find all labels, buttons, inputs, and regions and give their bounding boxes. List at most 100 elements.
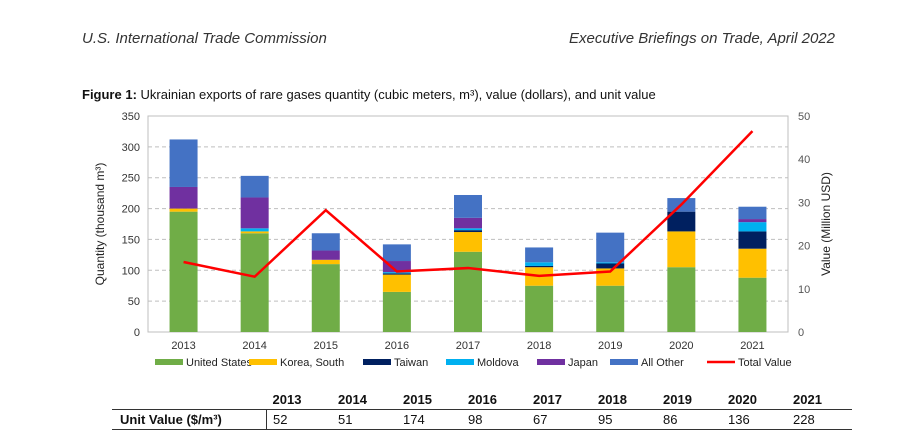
bar-segment [454,251,482,332]
x-tick-label: 2020 [669,340,693,352]
table-row-label: Unit Value ($/m³) [112,409,267,430]
table-header-blank [112,390,267,410]
bar-segment [240,233,269,332]
table-header-row: 2013 2014 2015 2016 2017 2018 2019 2020 … [112,390,852,410]
x-tick-label: 2014 [242,340,266,352]
legend-swatch [446,359,474,365]
bar-segment [738,219,767,223]
bar-segment [525,265,554,268]
legend-label: Moldova [477,357,519,369]
bar-segment [382,274,411,292]
y-tick-label: 50 [128,296,140,308]
bar-segment [311,264,340,332]
bar-segment [454,232,482,252]
bar-segment [311,259,340,265]
bar-segment [169,211,198,332]
header-right-title: Executive Briefings on Trade, April 2022 [569,30,835,47]
legend-swatch [610,359,638,365]
bar-segment [738,248,767,278]
bar-segment [382,261,411,273]
table-year-header: 2021 [793,392,822,407]
table-cell: 67 [527,409,592,430]
x-tick-label: 2019 [598,340,622,352]
y2-tick-label: 40 [798,154,810,166]
bar-segment [738,277,767,332]
table-cell: 86 [657,409,722,430]
bar-segment [382,291,411,332]
legend-label: United States [186,357,253,369]
y2-tick-label: 20 [798,241,810,253]
x-tick-label: 2015 [314,340,338,352]
table-year-header: 2014 [338,392,367,407]
bar-segment [525,262,554,266]
bar-segment [454,230,482,233]
x-tick-label: 2017 [456,340,480,352]
legend-label: Korea, South [280,357,344,369]
header-left-title: U.S. International Trade Commission [82,30,327,47]
x-tick-label: 2018 [527,340,551,352]
total-value-line [183,130,754,279]
bar-segment [240,197,269,229]
y2-tick-label: 30 [798,197,810,209]
figure-caption-text: Ukrainian exports of rare gases quantity… [140,87,656,102]
bar-segment [667,211,696,232]
bar-segment [738,231,767,249]
y2-tick-label: 50 [798,111,810,123]
bar-segment [596,263,625,269]
table-year-header: 2020 [728,392,757,407]
table-year-header: 2016 [468,392,497,407]
table-year-header: 2018 [598,392,627,407]
legend-label: Japan [568,357,598,369]
x-tick-label: 2016 [385,340,409,352]
bar-segment [311,233,340,251]
bar-segment [454,194,482,218]
table-cell: 174 [397,409,462,430]
x-tick-label: 2013 [171,340,195,352]
bar-segment [240,231,269,234]
bar-segment [596,285,625,332]
bar-segment [454,228,482,231]
table-year-header: 2017 [533,392,562,407]
y2-axis-label: Value (Million USD) [819,172,833,276]
legend-swatch [537,359,565,365]
bar-segment [525,247,554,263]
legend-label: Total Value [738,357,792,369]
bar-segment [454,217,482,229]
table-cell: 98 [462,409,527,430]
bar-segment [311,250,340,260]
table-cell: 51 [332,409,397,430]
figure-caption-label: Figure 1: [82,87,137,102]
table-cell: 228 [787,409,852,430]
legend-swatch [363,359,391,365]
y-tick-label: 100 [122,265,140,277]
bar-segment [240,228,269,232]
table-year-header: 2015 [403,392,432,407]
y-tick-label: 200 [122,204,140,216]
y-tick-label: 350 [122,111,140,123]
y-tick-label: 250 [122,173,140,185]
y-tick-label: 150 [122,234,140,246]
bar-segment [667,267,696,332]
y-axis-label: Quantity (thousand m³) [93,163,107,286]
figure-caption: Figure 1: Ukrainian exports of rare gase… [82,87,656,102]
y2-tick-label: 10 [798,284,810,296]
bar-segment [596,262,625,264]
table-year-header: 2019 [663,392,692,407]
legend-label: All Other [641,357,684,369]
table-year-header: 2013 [272,392,302,407]
bar-segment [169,186,198,209]
y2-tick-label: 0 [798,327,804,339]
y-tick-label: 0 [134,327,140,339]
table-cell: 136 [722,409,787,430]
bar-segment [382,273,411,275]
bar-segment [738,206,767,220]
legend-swatch [249,359,277,365]
legend-label: Taiwan [394,357,428,369]
bar-segment [596,232,625,263]
legend-swatch [155,359,183,365]
table-row: Unit Value ($/m³) 52 51 174 98 67 95 86 … [112,409,852,430]
bar-segment [240,175,269,198]
bar-segment [382,244,411,262]
bar-segment [169,208,198,212]
